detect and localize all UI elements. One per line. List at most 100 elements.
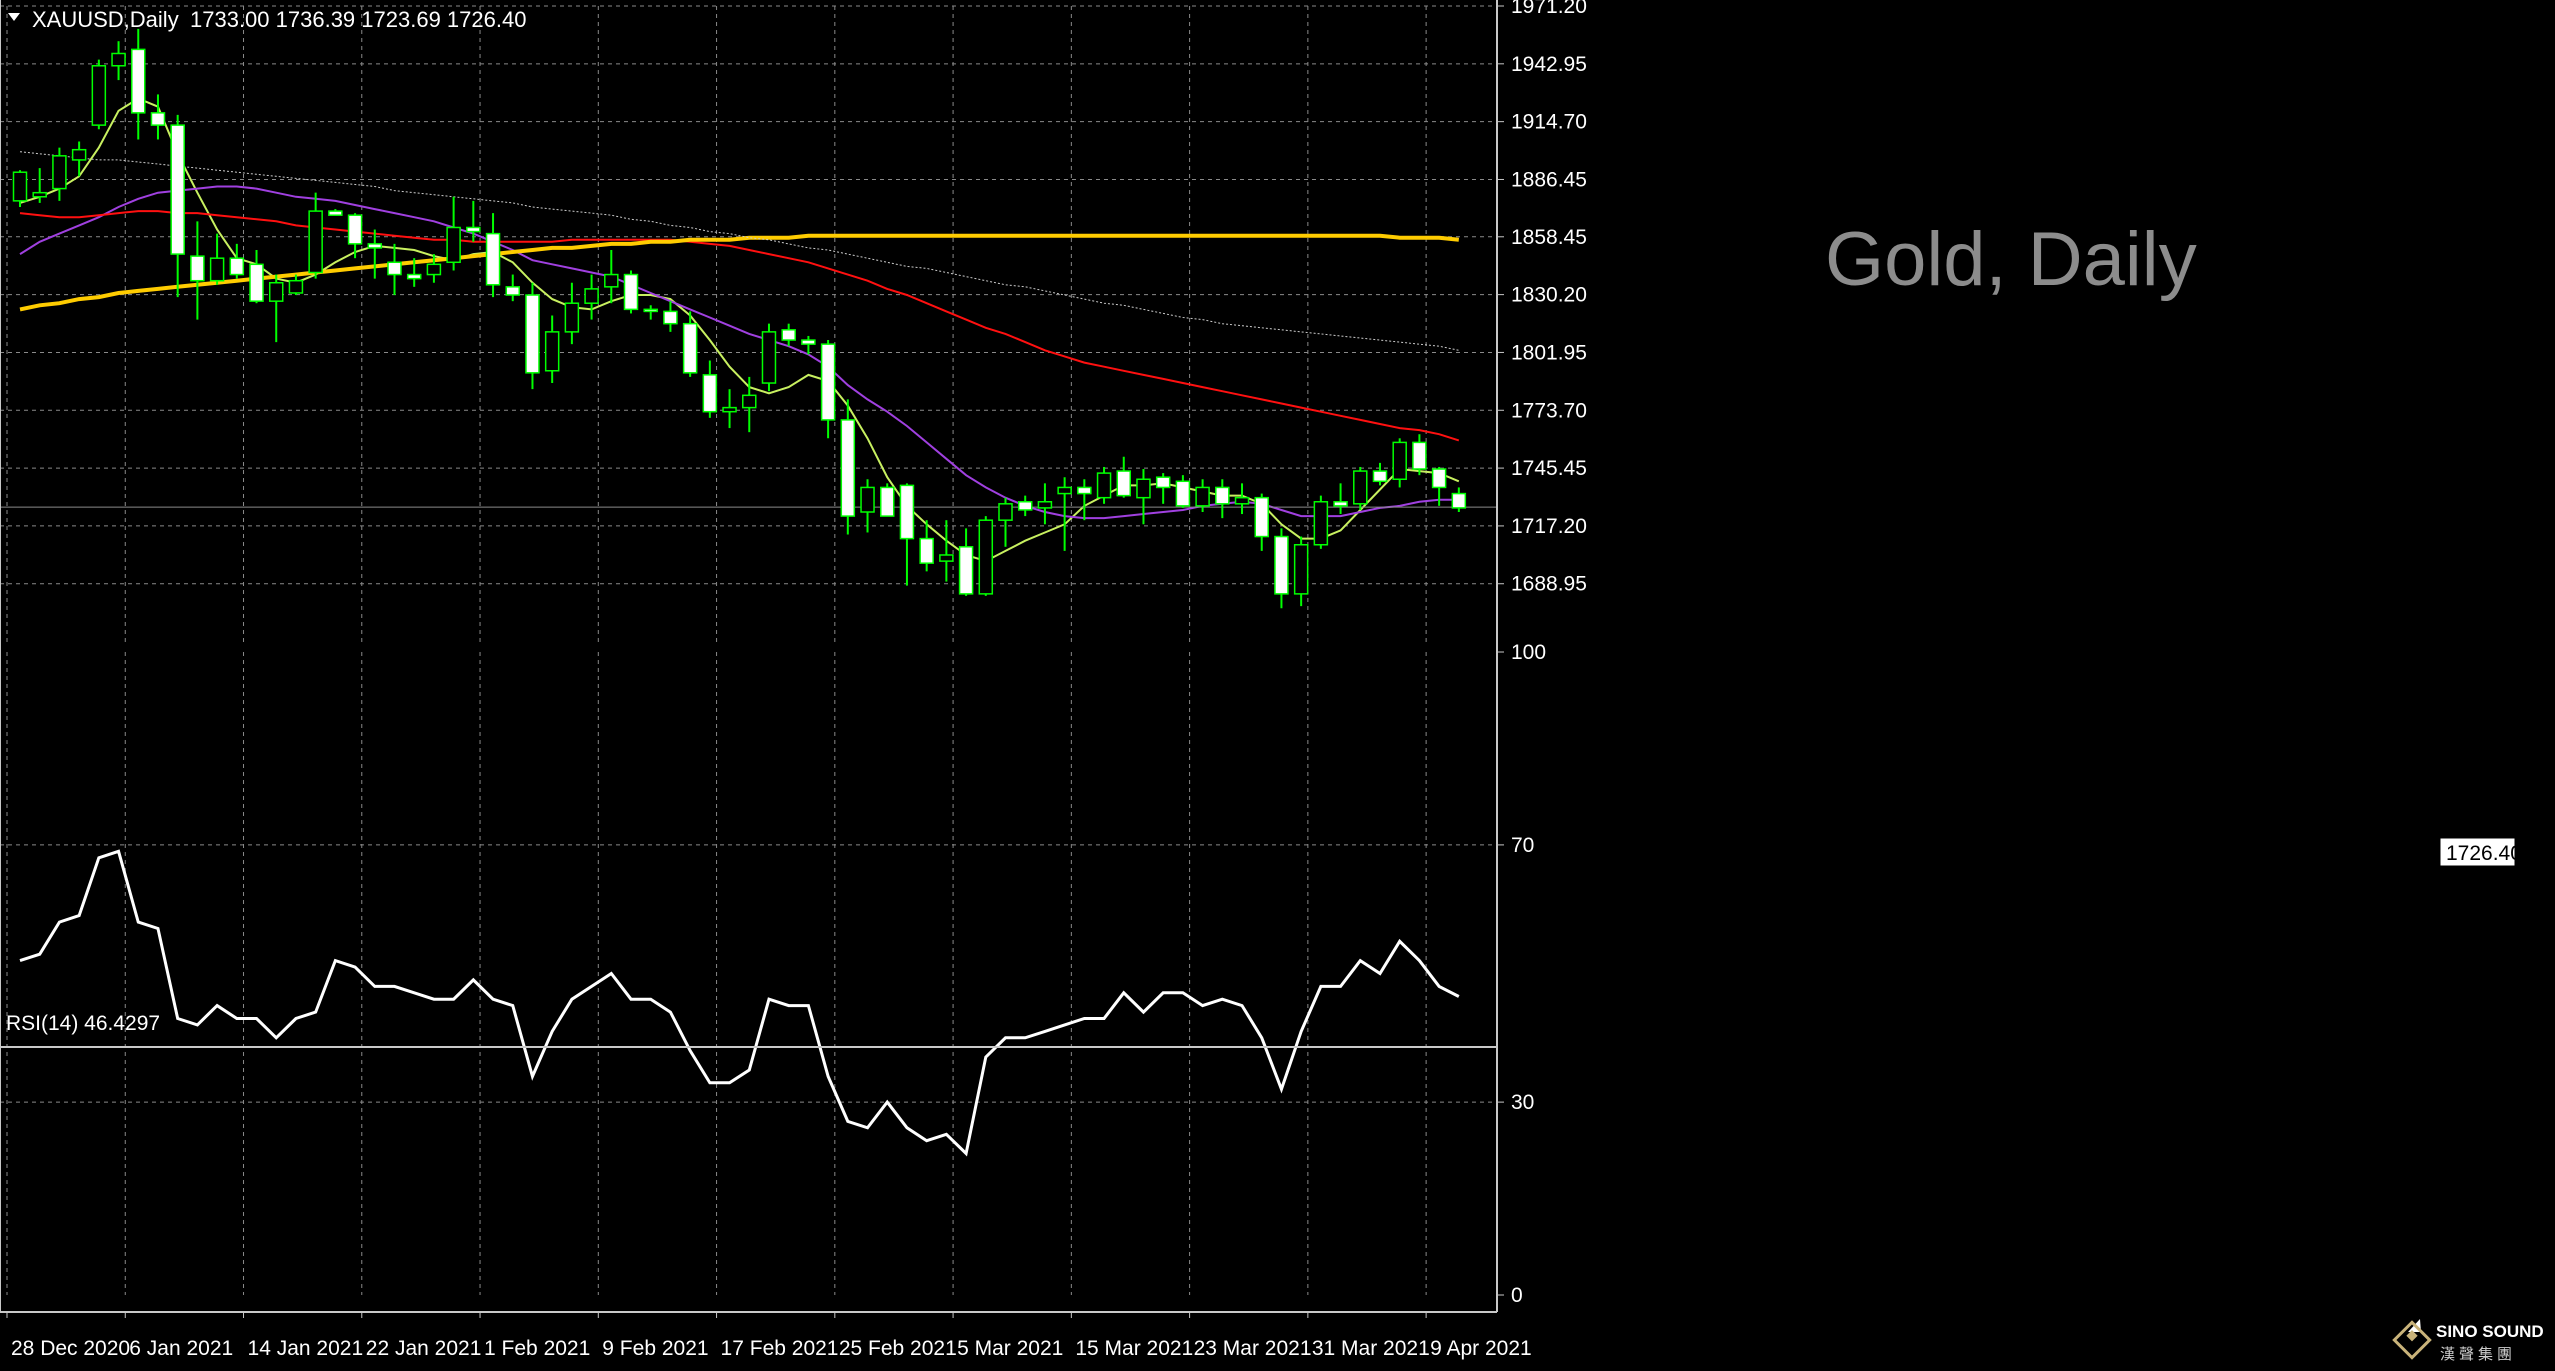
candle-body xyxy=(879,486,895,517)
date-tick-label: 9 Feb 2021 xyxy=(602,1337,708,1360)
candle-body xyxy=(71,148,87,161)
candle xyxy=(1136,469,1151,525)
candle-body xyxy=(1037,501,1053,509)
candle-body xyxy=(1431,468,1447,489)
candle-body xyxy=(466,226,481,233)
candle-body xyxy=(1057,486,1072,495)
date-tick-label: 5 Mar 2021 xyxy=(957,1337,1063,1360)
candle-body xyxy=(190,255,205,282)
date-tick-label: 22 Jan 2021 xyxy=(366,1337,482,1360)
candle-body xyxy=(406,273,422,280)
candle-body xyxy=(958,546,974,595)
candle xyxy=(426,254,442,283)
candle xyxy=(367,229,383,279)
candle xyxy=(52,147,67,201)
candle xyxy=(406,258,422,287)
candle-body xyxy=(426,263,442,276)
candle-body xyxy=(111,52,126,67)
candle-body xyxy=(998,503,1013,521)
candle-body xyxy=(682,322,698,374)
candle-body xyxy=(32,191,47,198)
candle xyxy=(564,282,580,345)
candle-body xyxy=(525,294,540,374)
candle xyxy=(1096,466,1112,504)
candle-body xyxy=(1234,496,1250,505)
watermark-title: Gold, Daily xyxy=(1825,217,2197,302)
candle xyxy=(1412,434,1427,476)
candle-body xyxy=(1175,480,1191,507)
candle xyxy=(1372,462,1388,486)
candle-body xyxy=(1136,478,1151,499)
candle-body xyxy=(939,554,954,562)
candle-body xyxy=(1353,470,1368,505)
price-tick-label: 1942.95 xyxy=(1511,53,1587,76)
candle-body xyxy=(446,226,461,264)
date-tick-label: 14 Jan 2021 xyxy=(248,1337,364,1360)
moving-average-line-3 xyxy=(19,210,1460,442)
candle-body xyxy=(919,537,934,564)
current-price-tag: 1726.40 xyxy=(2439,837,2522,867)
candle-body xyxy=(249,263,264,302)
symbol-dropdown-icon[interactable] xyxy=(8,13,20,21)
ohlc-values: 1733.00 1736.39 1723.69 1726.40 xyxy=(190,7,526,32)
candle xyxy=(939,520,954,582)
candle xyxy=(229,243,245,279)
price-tick-label: 1717.20 xyxy=(1511,515,1587,538)
candle xyxy=(1234,483,1250,515)
candle-body xyxy=(1017,501,1033,511)
price-tick-label: 1688.95 xyxy=(1511,573,1587,596)
candle-body xyxy=(229,257,245,276)
candle-body xyxy=(1274,535,1289,595)
candle-body xyxy=(1392,441,1407,480)
candle-body xyxy=(367,243,383,249)
candle-body xyxy=(544,331,560,372)
candle-body xyxy=(899,484,915,540)
scroll-end-icon[interactable] xyxy=(2408,1319,2421,1332)
candle xyxy=(308,192,323,279)
candle xyxy=(209,233,225,285)
date-axis: 28 Dec 2020 6 Jan 2021 14 Jan 2021 22 Jan 2… xyxy=(6,1312,1532,1360)
candle xyxy=(663,301,678,332)
candle xyxy=(584,274,599,320)
candle xyxy=(643,305,658,320)
candle-body xyxy=(1155,476,1171,489)
price-tick-label: 1801.95 xyxy=(1511,341,1587,364)
candle-body xyxy=(584,288,599,304)
candle xyxy=(781,323,796,347)
candle-body xyxy=(742,394,757,409)
candle-body xyxy=(328,210,343,216)
price-tick-label: 1773.70 xyxy=(1511,399,1587,422)
candle xyxy=(170,114,185,298)
logo-name: SINO SOUND xyxy=(2436,1322,2544,1341)
candle xyxy=(1353,466,1368,510)
candle xyxy=(387,243,402,296)
date-tick-label: 9 Apr 2021 xyxy=(1430,1337,1532,1360)
candle xyxy=(1215,479,1230,519)
candle-body xyxy=(150,112,166,126)
price-tick-label: 1745.45 xyxy=(1511,457,1587,480)
candle-body xyxy=(505,286,520,296)
candle-body xyxy=(564,302,580,333)
candle xyxy=(820,340,836,439)
candle xyxy=(347,213,363,259)
rsi-line xyxy=(19,849,1460,1157)
chart-frame xyxy=(0,0,1498,1313)
candle-body xyxy=(1313,501,1329,546)
date-tick-label: 15 Mar 2021 xyxy=(1075,1337,1193,1360)
candle xyxy=(1116,456,1132,498)
candle-body xyxy=(860,486,875,513)
header-bar: XAUUSD,Daily 1733.00 1736.39 1723.69 172… xyxy=(8,7,526,32)
candle xyxy=(1155,473,1171,504)
price-tick-label: 1971.20 xyxy=(1511,0,1587,18)
candle-body xyxy=(663,310,678,325)
candle-body xyxy=(781,329,796,341)
price-tick-label: 1886.45 xyxy=(1511,168,1587,191)
candle xyxy=(71,141,87,177)
candle-body xyxy=(801,339,816,345)
candle-body xyxy=(1412,441,1427,470)
candle-body xyxy=(623,273,639,311)
candle xyxy=(111,41,126,81)
candle xyxy=(91,59,107,130)
candle-body xyxy=(170,124,185,255)
